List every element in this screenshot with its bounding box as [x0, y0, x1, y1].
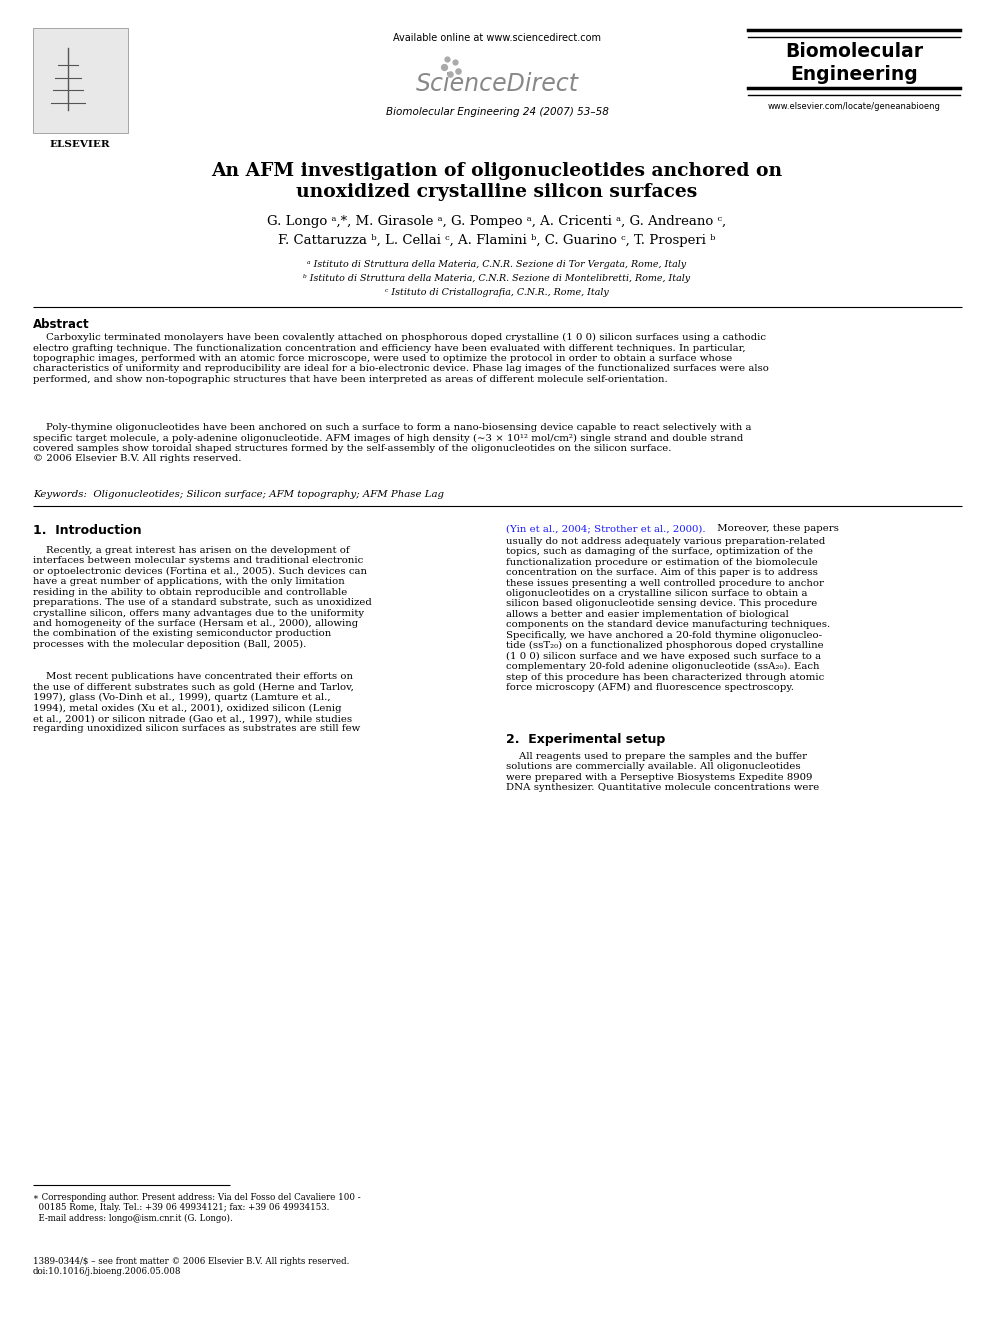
Text: 1389-0344/$ – see front matter © 2006 Elsevier B.V. All rights reserved.
doi:10.: 1389-0344/$ – see front matter © 2006 El…	[33, 1257, 349, 1277]
Text: Poly-thymine oligonucleotides have been anchored on such a surface to form a nan: Poly-thymine oligonucleotides have been …	[33, 423, 752, 463]
Text: 1.  Introduction: 1. Introduction	[33, 524, 142, 537]
Point	[439, 49, 455, 70]
Text: F. Cattaruzza ᵇ, L. Cellai ᶜ, A. Flamini ᵇ, C. Guarino ᶜ, T. Prosperi ᵇ: F. Cattaruzza ᵇ, L. Cellai ᶜ, A. Flamini…	[278, 234, 716, 247]
Text: Keywords:  Oligonucleotides; Silicon surface; AFM topography; AFM Phase Lag: Keywords: Oligonucleotides; Silicon surf…	[33, 490, 444, 499]
Point	[442, 64, 458, 85]
Text: Biomolecular Engineering 24 (2007) 53–58: Biomolecular Engineering 24 (2007) 53–58	[386, 107, 608, 116]
Text: Engineering: Engineering	[790, 65, 918, 83]
Point	[447, 52, 463, 73]
Text: Most recent publications have concentrated their efforts on
the use of different: Most recent publications have concentrat…	[33, 672, 360, 733]
Text: ᶜ Istituto di Cristallografia, C.N.R., Rome, Italy: ᶜ Istituto di Cristallografia, C.N.R., R…	[385, 288, 609, 296]
Text: ∗ Corresponding author. Present address: Via del Fosso del Cavaliere 100 -
  001: ∗ Corresponding author. Present address:…	[33, 1193, 361, 1222]
Text: ᵇ Istituto di Struttura della Materia, C.N.R. Sezione di Montelibretti, Rome, It: ᵇ Istituto di Struttura della Materia, C…	[304, 274, 690, 283]
Text: ᵃ Istituto di Struttura della Materia, C.N.R. Sezione di Tor Vergata, Rome, Ital: ᵃ Istituto di Struttura della Materia, C…	[308, 261, 686, 269]
Text: unoxidized crystalline silicon surfaces: unoxidized crystalline silicon surfaces	[297, 183, 697, 201]
FancyBboxPatch shape	[33, 28, 128, 134]
Text: Available online at www.sciencedirect.com: Available online at www.sciencedirect.co…	[393, 33, 601, 44]
Text: usually do not address adequately various preparation-related
topics, such as da: usually do not address adequately variou…	[506, 537, 830, 692]
Text: All reagents used to prepare the samples and the buffer
solutions are commercial: All reagents used to prepare the samples…	[506, 751, 819, 792]
Text: Abstract: Abstract	[33, 318, 89, 331]
Text: Recently, a great interest has arisen on the development of
interfaces between m: Recently, a great interest has arisen on…	[33, 546, 372, 650]
Text: ScienceDirect: ScienceDirect	[416, 71, 578, 97]
Text: Moreover, these papers: Moreover, these papers	[714, 524, 839, 533]
Text: ELSEVIER: ELSEVIER	[50, 140, 110, 149]
Point	[450, 61, 466, 82]
Text: www.elsevier.com/locate/geneanabioeng: www.elsevier.com/locate/geneanabioeng	[768, 102, 940, 111]
Text: An AFM investigation of oligonucleotides anchored on: An AFM investigation of oligonucleotides…	[211, 161, 783, 180]
Text: Biomolecular: Biomolecular	[785, 42, 924, 61]
Text: (Yin et al., 2004; Strother et al., 2000).: (Yin et al., 2004; Strother et al., 2000…	[506, 524, 705, 533]
Text: G. Longo ᵃ,*, M. Girasole ᵃ, G. Pompeo ᵃ, A. Cricenti ᵃ, G. Andreano ᶜ,: G. Longo ᵃ,*, M. Girasole ᵃ, G. Pompeo ᵃ…	[268, 216, 726, 228]
Point	[436, 57, 452, 78]
Text: 2.  Experimental setup: 2. Experimental setup	[506, 733, 666, 746]
Text: Carboxylic terminated monolayers have been covalently attached on phosphorous do: Carboxylic terminated monolayers have be…	[33, 333, 769, 384]
